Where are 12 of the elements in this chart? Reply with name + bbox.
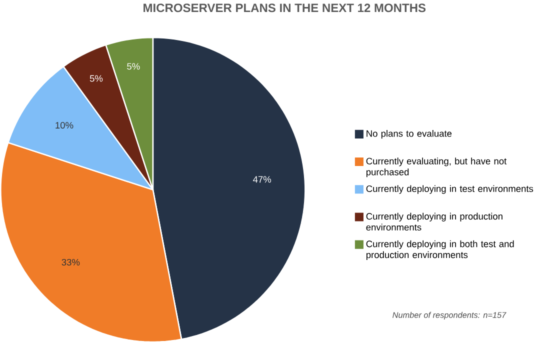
data-label: 10% [56,122,74,129]
legend-label: No plans to evaluate [366,130,452,139]
data-label: 5% [90,75,103,82]
chart-title: MICROSERVER PLANS IN THE NEXT 12 MONTHS [144,4,426,12]
legend-label: Currently deploying in production environments [366,212,502,231]
legend-label: Currently evaluating, but have not purchased [366,158,507,178]
text: Number of respondents: n=157 [392,312,506,320]
data-label: 47% [253,176,272,183]
data-label: 5% [127,63,140,70]
legend-label: Currently deploying in both test and production environments [366,240,514,260]
legend-label: Currently deploying in test environments [366,185,534,194]
data-label: 33% [62,259,80,266]
